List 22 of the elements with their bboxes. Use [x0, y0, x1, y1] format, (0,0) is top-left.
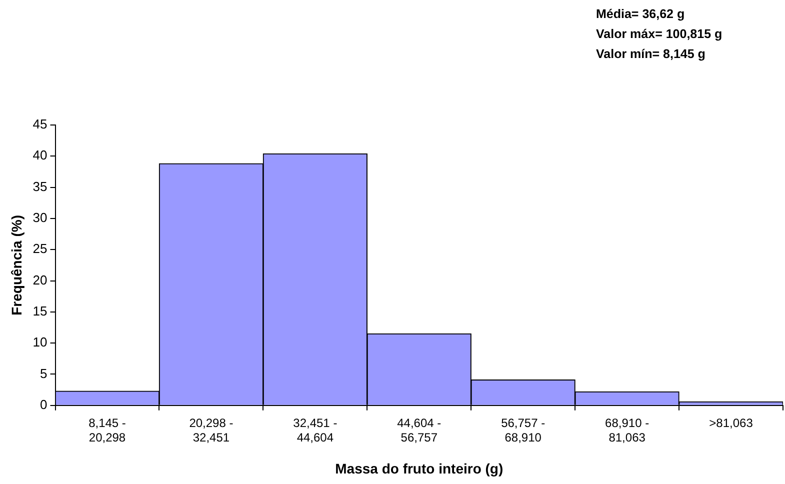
y-tick-label: 30 [32, 210, 48, 226]
y-tick-label: 35 [32, 178, 48, 194]
text: Valor máx= 100,815 g [596, 26, 722, 43]
y-tick-label: 15 [32, 304, 48, 319]
x-axis-title: Massa do fruto inteiro (g) [335, 460, 504, 476]
y-tick-label: 0 [40, 396, 48, 412]
y-tick-label: 25 [32, 241, 48, 256]
x-tick-label: 44,604 - 56,757 [397, 416, 442, 444]
x-tick-label: >81,063 [709, 416, 754, 430]
y-tick-label: 5 [40, 366, 48, 381]
y-tick-label: 40 [32, 148, 48, 163]
y-tick-label: 45 [32, 116, 48, 132]
y-tick-label: 20 [32, 272, 48, 288]
x-tick-label: 32,451 - 44,604 [293, 416, 338, 444]
y-tick-label: 10 [32, 334, 48, 350]
y-axis-title: Frequência (%) [8, 215, 24, 316]
x-tick-label: 20,298 - 32,451 [189, 416, 234, 444]
text: Média= 36,62 g [596, 6, 686, 23]
x-tick-label: 56,757 - 68,910 [501, 416, 546, 444]
text: Valor mín= 8,145 g [596, 46, 706, 63]
x-tick-label: 8,145 - 20,298 [88, 416, 126, 444]
x-tick-label: 68,910 - 81,063 [605, 416, 650, 444]
